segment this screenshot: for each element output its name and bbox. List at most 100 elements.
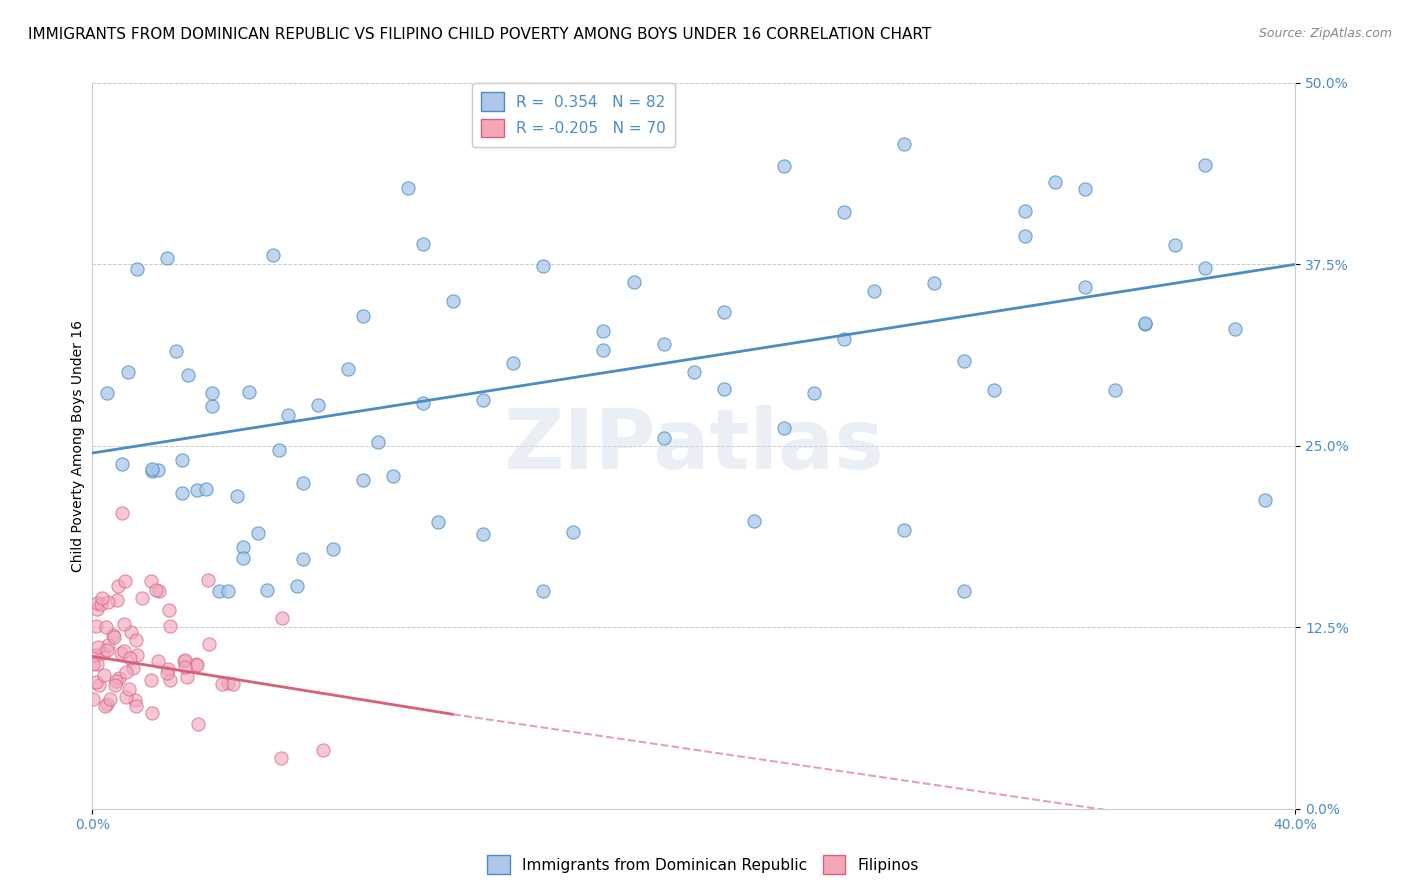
Point (156, 665, 179, 680)
Point (177, 368, 200, 382)
Text: Source: ZipAtlas.com: Source: ZipAtlas.com (1258, 27, 1392, 40)
Point (139, 574, 162, 588)
Point (652, 336, 675, 351)
Point (111, 506, 134, 520)
Point (262, 247, 284, 261)
Point (117, 365, 139, 379)
Point (983, 383, 1005, 397)
Point (86, 657, 108, 671)
Point (86, 601, 108, 615)
Point (773, 159, 796, 173)
Point (277, 408, 299, 422)
Point (270, 611, 292, 625)
Point (502, 356, 524, 370)
Point (1133, 316, 1156, 330)
Point (1043, 175, 1066, 189)
Point (107, 671, 129, 685)
Point (125, 633, 148, 648)
Point (96, 643, 118, 657)
Point (1073, 280, 1095, 294)
Point (173, 660, 195, 674)
Legend: Immigrants from Dominican Republic, Filipinos: Immigrants from Dominican Republic, Fili… (481, 849, 925, 880)
Point (148, 584, 170, 599)
Point (472, 393, 495, 408)
Point (84, 674, 107, 689)
Point (207, 584, 229, 599)
Point (101, 627, 124, 641)
Point (924, 277, 946, 291)
Point (1194, 158, 1216, 172)
Point (291, 476, 314, 491)
Point (256, 582, 278, 597)
Point (592, 324, 614, 338)
Point (114, 665, 136, 680)
Point (893, 524, 915, 538)
Point (174, 653, 197, 667)
Point (87, 678, 110, 692)
Point (742, 514, 765, 528)
Point (367, 435, 389, 450)
Point (225, 489, 247, 503)
Point (381, 468, 404, 483)
Point (195, 482, 218, 496)
Point (396, 181, 419, 195)
Point (592, 343, 614, 357)
Point (115, 690, 138, 704)
Point (863, 284, 886, 298)
Point (172, 486, 194, 500)
Point (186, 483, 208, 498)
Point (120, 625, 142, 640)
Point (186, 658, 208, 673)
Point (86, 596, 108, 610)
Point (96, 697, 118, 711)
Point (159, 673, 181, 687)
Point (211, 677, 233, 691)
Point (112, 617, 135, 632)
Point (1223, 322, 1246, 336)
Point (412, 236, 434, 251)
Point (127, 648, 149, 663)
Point (1104, 383, 1126, 397)
Point (118, 681, 141, 696)
Point (141, 464, 163, 478)
Point (713, 382, 735, 396)
Point (562, 524, 585, 539)
Point (159, 619, 181, 633)
Point (217, 584, 239, 599)
Point (87, 640, 110, 654)
Point (105, 674, 128, 689)
Point (531, 584, 554, 599)
Point (232, 550, 254, 565)
Point (352, 310, 374, 324)
Text: IMMIGRANTS FROM DOMINICAN REPUBLIC VS FILIPINO CHILD POVERTY AMONG BOYS UNDER 16: IMMIGRANTS FROM DOMINICAN REPUBLIC VS FI… (28, 27, 931, 42)
Point (201, 399, 224, 413)
Point (145, 583, 167, 598)
Point (120, 650, 142, 665)
Point (893, 136, 915, 151)
Point (441, 293, 464, 308)
Text: ZIPatlas: ZIPatlas (503, 405, 884, 486)
Point (176, 670, 198, 684)
Point (187, 716, 209, 731)
Point (270, 751, 292, 765)
Point (184, 657, 207, 671)
Point (141, 462, 163, 476)
Point (82, 692, 104, 706)
Point (125, 698, 148, 713)
Point (112, 643, 135, 657)
Point (472, 526, 495, 541)
Point (103, 631, 125, 645)
Point (146, 654, 169, 668)
Point (97, 595, 120, 609)
Point (157, 663, 180, 677)
Point (90, 597, 112, 611)
Point (312, 743, 335, 757)
Point (98, 692, 121, 706)
Point (953, 584, 976, 599)
Y-axis label: Child Poverty Among Boys Under 16: Child Poverty Among Boys Under 16 (72, 320, 86, 572)
Point (1133, 317, 1156, 331)
Point (1073, 182, 1095, 196)
Point (90, 591, 112, 605)
Point (94, 620, 117, 634)
Point (131, 591, 153, 605)
